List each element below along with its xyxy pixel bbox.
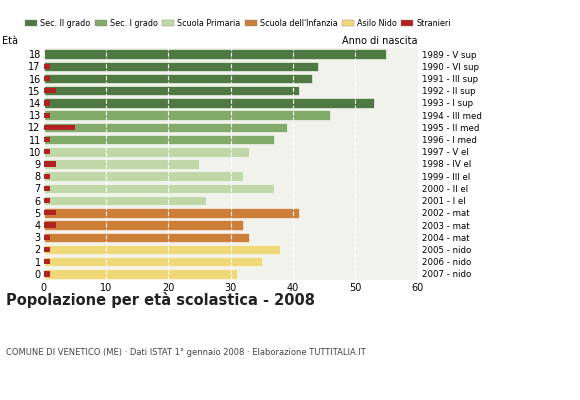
Bar [44, 196, 205, 205]
Bar [44, 135, 274, 144]
Bar [44, 161, 56, 167]
Bar [44, 49, 386, 59]
Text: Età: Età [2, 36, 19, 46]
Bar [44, 232, 249, 242]
Bar [44, 247, 50, 252]
Bar [44, 64, 50, 69]
Legend: Sec. II grado, Sec. I grado, Scuola Primaria, Scuola dell'Infanzia, Asilo Nido, : Sec. II grado, Sec. I grado, Scuola Prim… [25, 19, 451, 28]
Bar [44, 123, 287, 132]
Bar [44, 76, 50, 81]
Bar [44, 245, 280, 254]
Text: Anno di nascita: Anno di nascita [342, 36, 418, 46]
Bar [44, 125, 75, 130]
Bar [44, 100, 50, 106]
Bar [44, 62, 318, 71]
Bar [44, 269, 237, 279]
Text: COMUNE DI VENETICO (ME) · Dati ISTAT 1° gennaio 2008 · Elaborazione TUTTITALIA.I: COMUNE DI VENETICO (ME) · Dati ISTAT 1° … [6, 348, 365, 357]
Bar [44, 222, 56, 228]
Bar [44, 159, 200, 169]
Bar [44, 172, 243, 181]
Bar [44, 259, 50, 264]
Bar [44, 147, 249, 156]
Bar [44, 198, 50, 203]
Bar [44, 208, 299, 218]
Bar [44, 149, 50, 154]
Bar [44, 174, 50, 179]
Bar [44, 186, 50, 191]
Bar [44, 74, 311, 83]
Bar [44, 88, 56, 93]
Bar [44, 112, 50, 118]
Bar [44, 271, 50, 276]
Bar [44, 110, 330, 120]
Text: Popolazione per età scolastica - 2008: Popolazione per età scolastica - 2008 [6, 292, 315, 308]
Bar [44, 98, 374, 108]
Bar [44, 184, 274, 193]
Bar [44, 137, 50, 142]
Bar [44, 210, 56, 216]
Bar [44, 220, 243, 230]
Bar [44, 257, 262, 266]
Bar [44, 86, 299, 96]
Bar [44, 235, 50, 240]
